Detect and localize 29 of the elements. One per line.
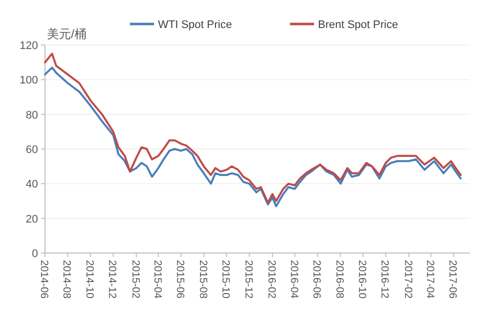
x-tick-label: 2016-10 bbox=[356, 260, 368, 299]
y-tick-label: 120 bbox=[20, 40, 38, 52]
y-tick-label: 80 bbox=[26, 109, 38, 122]
x-tick-label: 2016-08 bbox=[333, 260, 346, 299]
x-tick-label: 2014-12 bbox=[106, 260, 118, 299]
x-tick-label: 2015-02 bbox=[129, 260, 142, 299]
x-tick-label: 2016-02 bbox=[265, 260, 278, 299]
x-tick-label: 2015-12 bbox=[242, 260, 254, 299]
x-tick-label: 2015-04 bbox=[151, 260, 164, 299]
y-axis-title: 美元/桶 bbox=[47, 27, 86, 41]
y-tick-label: 0 bbox=[32, 248, 38, 260]
y-tick-label: 40 bbox=[26, 178, 38, 191]
x-tick-label: 2014-10 bbox=[83, 260, 96, 299]
legend-label: WTI Spot Price bbox=[158, 19, 232, 31]
y-tick-label: 100 bbox=[20, 74, 38, 87]
x-tick-label: 2016-06 bbox=[310, 260, 323, 299]
y-tick-label: 20 bbox=[26, 213, 38, 226]
x-tick-label: 2014-08 bbox=[60, 260, 73, 299]
x-tick-label: 2017-06 bbox=[446, 260, 459, 299]
x-tick-label: 2015-10 bbox=[220, 260, 232, 299]
x-tick-label: 2015-08 bbox=[196, 260, 209, 299]
x-tick-label: 2016-12 bbox=[378, 260, 391, 299]
y-tick-label: 60 bbox=[26, 144, 38, 156]
legend-label: Brent Spot Price bbox=[318, 19, 398, 31]
x-tick-label: 2017-04 bbox=[424, 260, 436, 299]
x-tick-label: 2016-04 bbox=[288, 260, 300, 299]
x-tick-label: 2017-02 bbox=[402, 260, 414, 299]
x-tick-label: 2014-06 bbox=[38, 260, 50, 299]
x-tick-label: 2015-06 bbox=[174, 260, 186, 299]
